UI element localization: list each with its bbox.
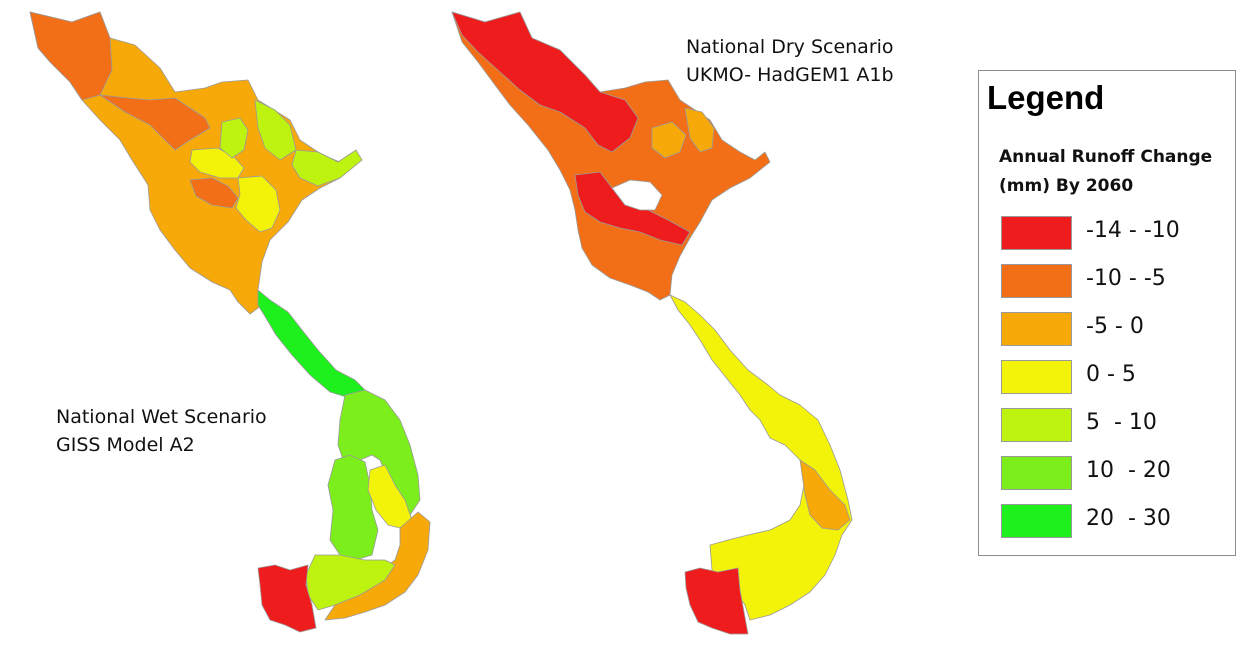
wet-scenario-title-line2: GISS Model A2 (56, 431, 267, 459)
legend-label: 5 - 10 (1086, 410, 1157, 435)
legend-swatch (1001, 360, 1072, 394)
wet-scenario-map-svg (0, 0, 450, 647)
legend-label: 20 - 30 (1086, 506, 1171, 531)
legend-item: 0 - 5 (1001, 360, 1231, 408)
legend-label: -14 - -10 (1086, 218, 1180, 243)
wet-scenario-title-line1: National Wet Scenario (56, 403, 267, 431)
wet-region-northwest (30, 12, 112, 100)
dry-scenario-title-line1: National Dry Scenario (686, 33, 894, 61)
legend-swatch (1001, 216, 1072, 250)
dry-scenario-title-line2: UKMO- HadGEM1 A1b (686, 61, 894, 89)
dry-scenario-map-svg (440, 0, 910, 647)
legend-label: -5 - 0 (1086, 314, 1144, 339)
legend-swatch (1001, 504, 1072, 538)
legend-item: -5 - 0 (1001, 312, 1231, 360)
legend-title: Legend (987, 79, 1104, 117)
legend-swatch (1001, 408, 1072, 442)
legend-subtitle: Annual Runoff Change (mm) By 2060 (999, 143, 1235, 201)
legend-label: 10 - 20 (1086, 458, 1171, 483)
wet-scenario-title: National Wet Scenario GISS Model A2 (56, 403, 267, 459)
legend-item: 10 - 20 (1001, 456, 1231, 504)
legend-swatch (1001, 456, 1072, 490)
legend-box: Legend Annual Runoff Change (mm) By 2060… (978, 70, 1236, 556)
wet-region-mekong-red (258, 565, 316, 632)
legend-swatch (1001, 312, 1072, 346)
wet-region-central-coast (258, 290, 365, 398)
dry-scenario-map (440, 0, 910, 647)
legend-item: 20 - 30 (1001, 504, 1231, 552)
legend-swatch (1001, 264, 1072, 298)
wet-scenario-map (0, 0, 450, 647)
legend-item: 5 - 10 (1001, 408, 1231, 456)
dry-region-mekong-red (685, 568, 748, 634)
legend-items: -14 - -10 -10 - -5 -5 - 0 0 - 5 5 - 10 1… (1001, 216, 1231, 552)
dry-scenario-title: National Dry Scenario UKMO- HadGEM1 A1b (686, 33, 894, 89)
legend-item: -10 - -5 (1001, 264, 1231, 312)
legend-label: -10 - -5 (1086, 266, 1166, 291)
legend-label: 0 - 5 (1086, 362, 1136, 387)
legend-item: -14 - -10 (1001, 216, 1231, 264)
